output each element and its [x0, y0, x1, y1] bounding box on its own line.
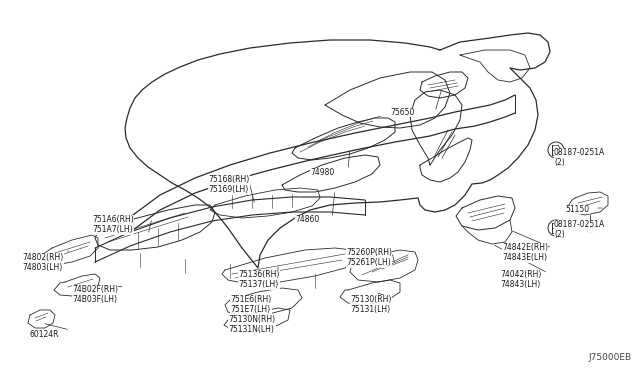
Text: 75650: 75650 — [390, 108, 414, 117]
Text: J75000EB: J75000EB — [589, 353, 632, 362]
Text: 08187-0251A
(2): 08187-0251A (2) — [554, 220, 605, 240]
Text: 751E6(RH)
751E7(LH): 751E6(RH) 751E7(LH) — [230, 295, 271, 314]
Text: 08187-0251A
(2): 08187-0251A (2) — [554, 148, 605, 167]
Text: 75168(RH)
75169(LH): 75168(RH) 75169(LH) — [208, 175, 249, 195]
Text: 75130(RH)
75131(LH): 75130(RH) 75131(LH) — [350, 295, 392, 314]
Text: 74B02F(RH)
74B03F(LH): 74B02F(RH) 74B03F(LH) — [72, 285, 118, 304]
Text: 74860: 74860 — [295, 215, 319, 224]
Text: 75130N(RH)
75131N(LH): 75130N(RH) 75131N(LH) — [228, 315, 275, 334]
Text: 751A6(RH)
751A7(LH): 751A6(RH) 751A7(LH) — [92, 215, 134, 234]
Text: 74842E(RH)
74843E(LH): 74842E(RH) 74843E(LH) — [502, 243, 548, 262]
Text: 74802(RH)
74803(LH): 74802(RH) 74803(LH) — [22, 253, 63, 272]
Text: 75136(RH)
75137(LH): 75136(RH) 75137(LH) — [238, 270, 280, 289]
Text: 74980: 74980 — [310, 168, 334, 177]
Text: 60124R: 60124R — [30, 330, 60, 339]
Text: 74042(RH)
74843(LH): 74042(RH) 74843(LH) — [500, 270, 541, 289]
Text: 75260P(RH)
75261P(LH): 75260P(RH) 75261P(LH) — [346, 248, 392, 267]
Text: 51150: 51150 — [565, 205, 589, 214]
